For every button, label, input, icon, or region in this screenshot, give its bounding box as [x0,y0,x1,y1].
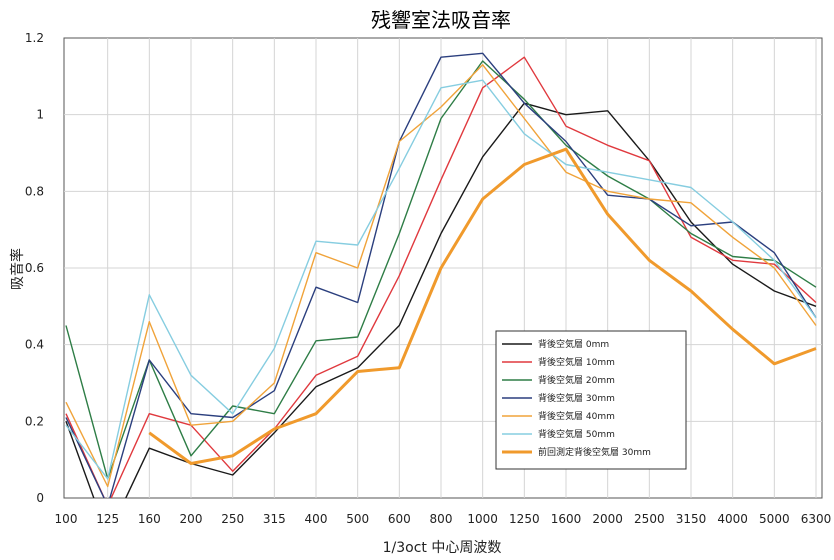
y-axis-label: 吸音率 [9,248,26,290]
x-tick-label: 500 [346,512,369,526]
x-tick-label: 160 [138,512,161,526]
x-tick-label: 2500 [634,512,665,526]
x-tick-label: 800 [430,512,453,526]
series-line [65,64,817,488]
legend-label: 背後空気層 10mm [538,356,615,368]
x-tick-label: 1250 [509,512,540,526]
series-line [148,147,817,465]
series-line [65,52,817,498]
legend-label: 背後空気層 40mm [538,410,615,422]
x-tick-label: 315 [263,512,286,526]
x-tick-label: 400 [305,512,328,526]
legend-label: 背後空気層 20mm [538,374,615,386]
series-lines [65,52,817,498]
x-axis-label: 1/3oct 中心周波数 [383,540,502,556]
x-tick-label: 6300 [801,512,832,526]
x-tick-label: 2000 [592,512,623,526]
legend-label: 前回測定背後空気層 30mm [538,446,651,458]
x-tick-label: 4000 [717,512,748,526]
y-tick-labels: 0 0.2 0.4 0.6 0.8 1 1.2 [25,31,44,505]
legend: 背後空気層 0mm 背後空気層 10mm 背後空気層 20mm 背後空気層 30mm 背… [495,330,687,470]
legend-label: 背後空気層 0mm [538,338,609,350]
y-tick-label: 1 [36,108,44,122]
legend-label: 背後空気層 30mm [538,392,615,404]
chart-title: 残響室法吸音率 [371,8,511,32]
y-tick-label: 0.4 [25,338,44,352]
y-tick-label: 0 [36,491,44,505]
y-tick-label: 1.2 [25,31,44,45]
legend-label: 背後空気層 50mm [538,428,615,440]
x-tick-label: 100 [55,512,78,526]
x-tick-label: 3150 [676,512,707,526]
y-tick-label: 0.8 [25,184,44,198]
x-tick-label: 600 [388,512,411,526]
x-tick-label: 250 [221,512,244,526]
x-tick-label: 5000 [759,512,790,526]
y-tick-label: 0.2 [25,414,44,428]
series-line [65,79,817,480]
x-tick-label: 200 [180,512,203,526]
x-tick-labels: 100 125 160 200 250 315 400 500 600 800 1000 1250 16… [55,512,832,526]
legend-box [495,330,687,470]
x-tick-label: 1600 [551,512,582,526]
series-line [65,60,817,480]
x-tick-label: 1000 [467,512,498,526]
x-tick-label: 125 [96,512,119,526]
y-tick-label: 0.6 [25,261,44,275]
